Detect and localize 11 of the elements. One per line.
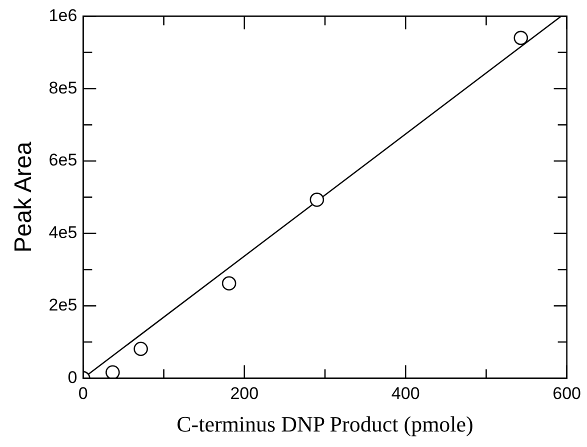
x-tick-label: 400 <box>391 384 420 404</box>
x-tick-label: 200 <box>230 384 259 404</box>
y-tick-label: 4e5 <box>48 223 78 242</box>
y-axis-title: Peak Area <box>10 141 38 253</box>
y-tick-label: 0 <box>68 368 78 387</box>
y-tick-label: 6e5 <box>48 150 78 170</box>
x-axis-title: C-terminus DNP Product (pmole) <box>176 412 474 437</box>
y-tick-label: 1e6 <box>48 6 78 25</box>
x-tick-label: 600 <box>552 384 582 404</box>
y-tick-label: 8e5 <box>48 78 78 98</box>
y-tick-label: 2e5 <box>48 295 78 314</box>
